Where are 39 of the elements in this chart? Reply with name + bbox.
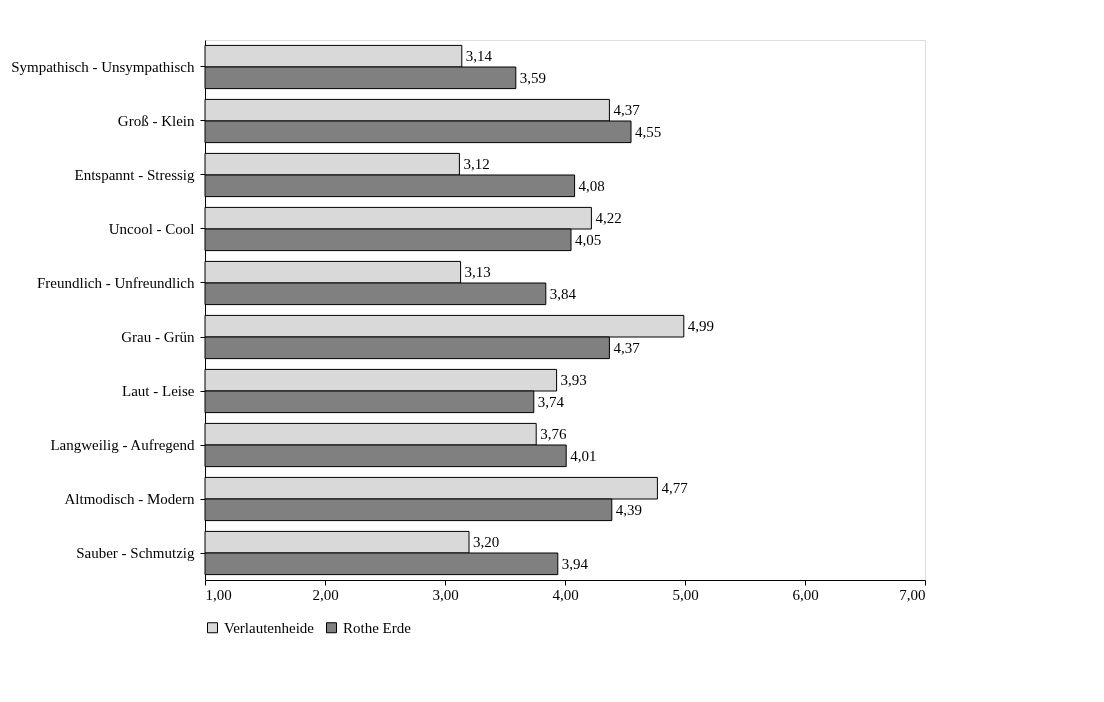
- y-tick-label: Laut - Leise: [122, 383, 195, 399]
- data-label: 3,13: [464, 264, 491, 281]
- data-label: 4,37: [613, 339, 641, 356]
- y-tick-label: Entspannt - Stressig: [74, 167, 195, 183]
- data-label: 3,20: [473, 534, 500, 551]
- data-label: 4,08: [578, 177, 605, 194]
- y-tick-label: Sympathisch - Unsympathisch: [11, 59, 195, 75]
- data-label: 3,59: [519, 69, 547, 86]
- data-label: 4,05: [575, 231, 602, 248]
- y-tick-label: Freundlich - Unfreundlich: [37, 275, 195, 291]
- data-label: 4,39: [615, 501, 643, 518]
- y-tick-label: Uncool - Cool: [108, 221, 195, 237]
- y-tick-label: Altmodisch - Modern: [64, 491, 195, 507]
- x-tick-label: 6,00: [792, 586, 819, 603]
- legend-label: Verlautenheide: [224, 619, 315, 636]
- data-label: 3,84: [549, 285, 577, 302]
- x-tick-label: 7,00: [899, 586, 926, 603]
- y-tick-label: Grau - Grün: [121, 329, 195, 345]
- data-label: 3,76: [540, 426, 567, 443]
- data-label: 4,99: [687, 318, 715, 335]
- y-tick-label: Sauber - Schmutzig: [76, 545, 195, 561]
- data-label: 4,01: [570, 447, 597, 464]
- y-tick-label: Langweilig - Aufregend: [50, 437, 195, 453]
- legend-label: Rothe Erde: [343, 619, 412, 636]
- data-label: 4,77: [661, 480, 689, 497]
- data-label: 4,55: [635, 123, 662, 140]
- y-tick-label: Groß - Klein: [117, 113, 195, 129]
- data-label: 4,22: [595, 210, 622, 227]
- x-tick-label: 4,00: [552, 586, 579, 603]
- x-tick-label: 3,00: [432, 586, 459, 603]
- data-label: 3,14: [465, 48, 493, 65]
- data-label: 3,74: [537, 393, 565, 410]
- x-tick-label: 1,00: [205, 586, 232, 603]
- data-label: 4,37: [613, 102, 641, 119]
- data-label: 3,93: [560, 372, 587, 389]
- data-label: 3,94: [561, 555, 589, 572]
- x-tick-label: 5,00: [672, 586, 699, 603]
- x-tick-label: 2,00: [312, 586, 339, 603]
- data-label: 3,12: [463, 156, 490, 173]
